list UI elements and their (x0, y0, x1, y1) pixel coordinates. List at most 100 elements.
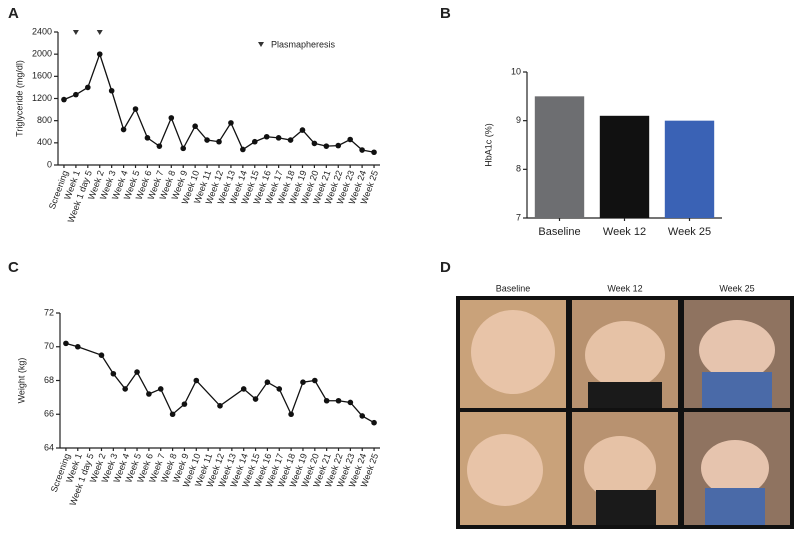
y-tick-label: 2000 (32, 49, 52, 59)
point (347, 399, 354, 406)
point (299, 127, 306, 133)
panel-label: D (440, 259, 451, 276)
point (276, 386, 283, 392)
point (96, 51, 103, 57)
y-tick-label: 70 (44, 341, 54, 351)
point (312, 377, 318, 384)
point (323, 397, 330, 404)
point (251, 138, 258, 145)
point (216, 138, 222, 145)
y-tick-label: 400 (37, 137, 52, 147)
y-tick-label: 2400 (32, 26, 52, 36)
point (335, 142, 342, 149)
point (63, 340, 69, 347)
y-tick-label: 72 (44, 307, 54, 317)
point (85, 84, 91, 91)
photo-pants (702, 372, 772, 408)
point (287, 137, 294, 143)
point (371, 149, 377, 156)
point (264, 379, 271, 385)
point (108, 87, 115, 94)
y-tick-label: 10 (511, 66, 521, 76)
point (359, 413, 366, 419)
bar (534, 96, 585, 218)
photo-pants (588, 382, 662, 408)
point (120, 126, 127, 133)
point (110, 370, 117, 377)
photo-belly (467, 434, 543, 506)
panel-label: B (440, 5, 451, 22)
point (134, 369, 140, 375)
point (240, 386, 247, 392)
point (156, 143, 163, 149)
point (359, 147, 365, 153)
point (275, 135, 282, 141)
y-tick-label: 68 (44, 375, 54, 385)
point (122, 386, 128, 392)
y-tick-label: 8 (516, 164, 521, 174)
photo-belly (699, 320, 775, 380)
panel-label: C (8, 259, 19, 276)
y-axis-label: Triglyceride (mg/dl) (14, 60, 24, 137)
point (323, 143, 330, 149)
point (252, 396, 259, 402)
annotation-key (258, 42, 264, 47)
point (263, 133, 270, 140)
point (73, 91, 79, 98)
y-axis-label: Weight (kg) (16, 358, 26, 404)
point (347, 136, 353, 143)
column-label: Week 12 (607, 283, 642, 293)
line (65, 342, 375, 424)
point (157, 386, 164, 392)
point (168, 115, 175, 121)
y-tick-label: 7 (516, 212, 521, 222)
y-tick-label: 66 (44, 409, 54, 419)
y-axis-label: HbA1c (%) (483, 123, 493, 167)
point (217, 403, 223, 409)
point (311, 140, 318, 147)
y-tick-label: 1200 (32, 93, 52, 103)
point (181, 401, 188, 407)
column-label: Baseline (496, 283, 531, 293)
annotation-marker (96, 30, 103, 35)
point (61, 96, 67, 103)
line (63, 52, 375, 153)
point (228, 120, 234, 126)
y-tick-label: 0 (47, 159, 52, 169)
panel-label: A (8, 5, 19, 22)
point (74, 343, 81, 350)
photo-belly (585, 321, 665, 389)
point (132, 106, 139, 112)
annotation-text: Plasmapheresis (271, 39, 336, 49)
x-tick-label: Baseline (538, 226, 580, 238)
point (169, 411, 176, 418)
point (288, 411, 294, 418)
x-tick-label: Week 12 (603, 226, 646, 238)
bar (599, 115, 650, 218)
photo-pants (596, 490, 656, 525)
point (192, 123, 198, 130)
point (300, 379, 306, 385)
bar (664, 120, 715, 218)
photo-belly (471, 310, 555, 394)
photo-belly (701, 440, 769, 496)
column-label: Week 25 (719, 283, 754, 293)
point (146, 391, 152, 397)
y-tick-label: 1600 (32, 71, 52, 81)
y-tick-label: 64 (44, 442, 54, 452)
photo-grid (456, 296, 794, 529)
point (144, 135, 151, 141)
point (98, 352, 105, 358)
y-tick-label: 800 (37, 115, 52, 125)
photo-pants (705, 488, 765, 525)
point (335, 397, 342, 404)
point (180, 145, 187, 152)
point (204, 137, 210, 143)
y-tick-label: 9 (516, 115, 521, 125)
annotation-marker (72, 30, 79, 35)
point (240, 146, 246, 153)
point (371, 419, 377, 426)
point (193, 377, 200, 384)
x-tick-label: Week 25 (668, 226, 711, 238)
